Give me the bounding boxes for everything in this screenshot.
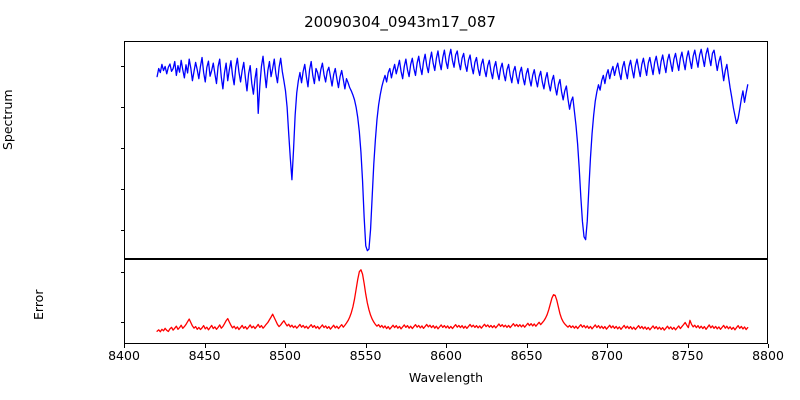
x-tick-mark bbox=[526, 344, 528, 348]
x-tick-mark bbox=[124, 344, 125, 348]
y-tick-mark bbox=[120, 189, 124, 191]
x-tick-mark bbox=[768, 344, 769, 348]
x-tick-mark bbox=[365, 344, 367, 348]
x-axis-ticks: 8400 8450 8500 8550 8600 8650 8700 8750 8800 bbox=[108, 344, 784, 370]
error-line-series bbox=[125, 260, 767, 343]
x-tick-label: 8450 bbox=[188, 348, 221, 363]
x-tick-label: 8550 bbox=[349, 348, 382, 363]
error-polyline bbox=[157, 270, 748, 332]
y-tick-mark bbox=[120, 65, 124, 67]
y-tick-mark bbox=[120, 106, 124, 108]
x-tick-label: 8700 bbox=[591, 348, 623, 363]
x-tick-label: 8800 bbox=[752, 348, 784, 363]
x-tick-label: 8650 bbox=[510, 348, 543, 363]
x-tick-mark bbox=[204, 344, 206, 348]
error-y-axis-ticks: 0.0250.030 bbox=[0, 259, 124, 344]
error-plot-area bbox=[124, 259, 768, 344]
figure-title: 20090304_0943m17_087 bbox=[304, 13, 496, 31]
spectrum-y-axis-label: Spectrum bbox=[0, 89, 15, 150]
x-tick-label: 8500 bbox=[269, 348, 301, 363]
x-tick-mark bbox=[446, 344, 447, 348]
spectrum-line-series bbox=[125, 42, 767, 258]
x-tick-mark bbox=[607, 344, 608, 348]
error-y-axis-label: Error bbox=[31, 289, 46, 320]
y-tick-mark bbox=[120, 272, 124, 273]
y-tick-mark bbox=[120, 230, 124, 232]
x-tick-label: 8750 bbox=[671, 348, 704, 363]
x-axis-label: Wavelength bbox=[408, 370, 484, 385]
spectrum-polyline bbox=[157, 48, 748, 251]
x-tick-label: 8400 bbox=[108, 348, 140, 363]
spectrum-plot-area bbox=[124, 41, 768, 259]
spectrum-y-axis-ticks: 0.60.70.80.91.0 bbox=[0, 41, 124, 259]
x-tick-label: 8600 bbox=[430, 348, 462, 363]
x-tick-mark bbox=[687, 344, 689, 348]
x-tick-mark bbox=[285, 344, 286, 348]
y-tick-mark bbox=[120, 322, 124, 323]
y-tick-mark bbox=[120, 147, 124, 149]
